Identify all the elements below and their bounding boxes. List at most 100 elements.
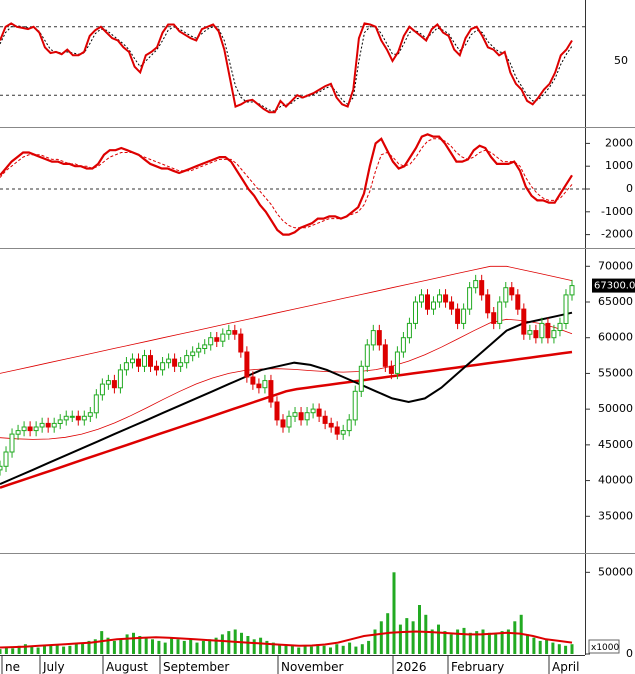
month-label: 2026: [396, 660, 427, 674]
volume-bar: [163, 642, 167, 654]
candle-body: [250, 376, 256, 385]
volume-bar: [195, 642, 199, 654]
candle-body: [111, 380, 117, 389]
bollinger-upper-band: [0, 265, 573, 374]
candle-body: [3, 451, 9, 467]
candle-body: [316, 408, 322, 417]
candle-body: [400, 337, 406, 353]
volume-bar: [49, 645, 53, 654]
volume-bar: [62, 646, 66, 654]
volume-bar: [564, 645, 568, 654]
volume-bar: [271, 642, 275, 654]
candle-body: [184, 355, 190, 364]
candle-body: [130, 358, 135, 364]
candle-body: [280, 419, 286, 428]
volume-bar: [157, 640, 161, 654]
month-label: August: [106, 660, 148, 674]
candle-body: [455, 308, 461, 324]
volume-bar: [322, 645, 326, 654]
volume-bar: [151, 639, 154, 654]
volume-bar: [284, 645, 288, 654]
volume-bar: [487, 632, 491, 654]
volume-ma-line: [0, 630, 573, 649]
macd-line: [0, 133, 573, 236]
candle-body: [328, 422, 334, 428]
volume-bar: [481, 629, 485, 654]
month-label: April: [552, 660, 579, 674]
volume-bar: [373, 629, 377, 654]
volume-bar: [43, 645, 46, 654]
candle-body: [419, 294, 424, 303]
candle-body: [509, 287, 515, 296]
volume-bar: [278, 644, 282, 654]
macd-tick-label: 2000: [605, 136, 633, 149]
candle-body: [51, 422, 57, 428]
candle-body: [545, 322, 551, 339]
volume-bar: [214, 637, 218, 654]
volume-bar: [290, 645, 294, 654]
macd-tick-label: -1000: [601, 205, 633, 218]
candle-body: [226, 330, 232, 335]
volume-unit-label: x1000: [591, 643, 620, 653]
volume-bar: [303, 645, 307, 654]
volume-bar: [125, 634, 129, 654]
macd-tick-label: 0: [626, 182, 633, 195]
volume-bar: [506, 629, 510, 654]
price-tick-label: 65000: [598, 295, 633, 308]
candle-body: [334, 426, 340, 435]
candle-body: [292, 412, 298, 417]
volume-bar: [112, 640, 116, 654]
volume-bar: [144, 637, 148, 654]
candle-body: [340, 430, 346, 435]
candle-body: [160, 362, 166, 371]
price-panel: 70000 65000 60000 55000 50000 45000 40000 35000…: [0, 249, 635, 554]
month-label: July: [42, 660, 65, 674]
candle-body: [262, 380, 268, 389]
volume-bar: [0, 649, 2, 654]
volume-bar: [265, 640, 269, 654]
candle-body: [63, 415, 69, 421]
candle-body: [388, 365, 394, 374]
price-tick-label: 60000: [598, 331, 633, 344]
candle-body: [256, 383, 262, 389]
stochastic-tick-label: 50: [614, 54, 628, 67]
volume-bar: [367, 640, 371, 654]
candle-body: [533, 330, 539, 339]
volume-bar: [354, 646, 358, 654]
volume-bar: [475, 631, 479, 654]
candle-body: [364, 344, 370, 367]
candlesticks: [0, 274, 575, 476]
volume-bar: [119, 639, 123, 654]
month-label: ne: [5, 660, 20, 674]
volume-bar: [424, 614, 428, 654]
volume-bar: [55, 644, 59, 654]
volume-bar: [227, 631, 231, 654]
candle-body: [449, 301, 455, 310]
volume-bar: [360, 644, 364, 654]
volume-bar: [437, 624, 440, 654]
volume-bar: [87, 640, 91, 654]
candle-body: [557, 322, 563, 331]
candle-body: [382, 344, 388, 367]
volume-bar: [81, 642, 85, 654]
candle-body: [57, 419, 63, 424]
volume-bar: [93, 639, 97, 654]
candle-body: [413, 301, 418, 324]
volume-bar: [411, 621, 415, 654]
volume-bar: [297, 647, 301, 654]
volume-bar: [532, 637, 536, 654]
candle-body: [123, 362, 129, 371]
candle-body: [539, 322, 545, 339]
x-axis: ne July August September November 2026 Februar…: [1, 655, 579, 674]
volume-bar: [17, 645, 21, 654]
candle-body: [75, 415, 81, 421]
volume-bar: [392, 572, 396, 654]
volume-tick-label: 50000: [598, 565, 633, 578]
volume-bar: [259, 637, 263, 654]
candle-body: [304, 412, 310, 421]
volume-bar: [449, 634, 453, 654]
stochastic-main-line: [0, 22, 573, 114]
macd-tick-label: 1000: [605, 159, 633, 172]
candle-body: [33, 426, 39, 432]
last-price-label: 67300.00: [594, 281, 635, 292]
